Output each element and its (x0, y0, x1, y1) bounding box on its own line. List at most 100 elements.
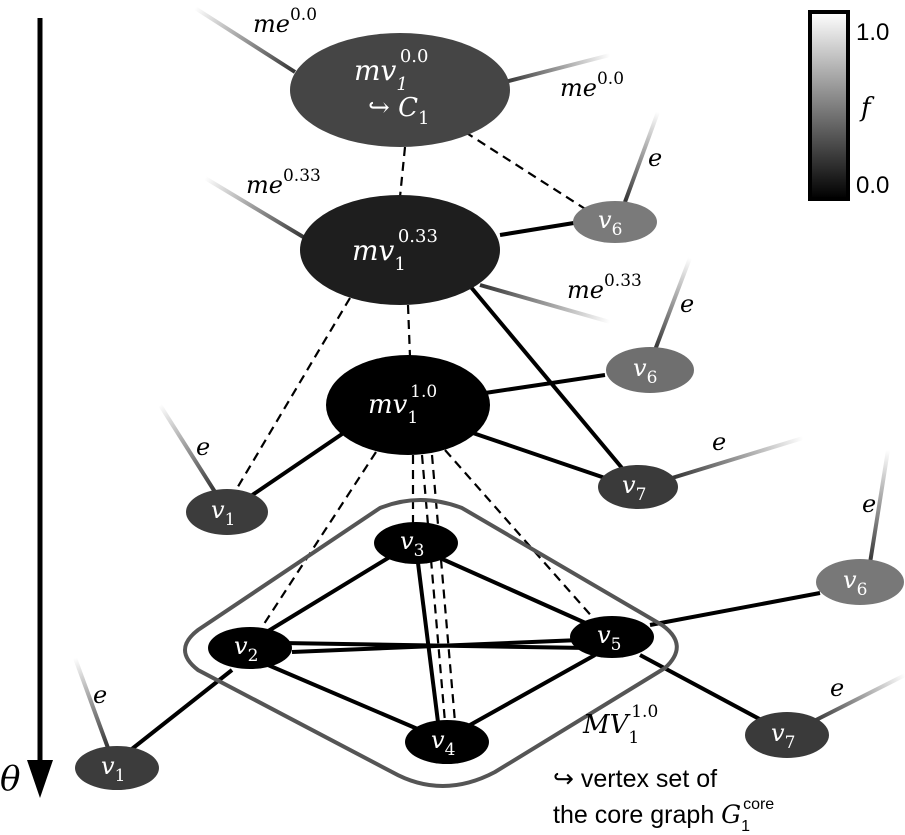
edge-v4-v5 (469, 653, 596, 727)
dashed-mv033-mv1 (406, 304, 412, 358)
edge-label-e-v1bot: e (93, 681, 107, 709)
edge-v2-v3 (263, 553, 395, 635)
edge-v5-v7bot (639, 653, 766, 724)
theta-axis-label: θ (0, 759, 20, 799)
vertex-v3[interactable]: v3 (374, 522, 458, 564)
edge-v3-v5 (439, 556, 591, 627)
stub-edge-me0-left (193, 6, 297, 74)
theta-axis: θ (0, 18, 53, 799)
edge-mv1-v6mid (484, 373, 606, 395)
dashed-mv1-v4b (430, 454, 457, 723)
meta-edge-label-me0-left: me0.0 (253, 5, 317, 38)
meta-vertex-mv033-label: mv10.33 (352, 226, 438, 275)
edge-mv1-v1mid (243, 430, 347, 502)
vertex-v4-label: v4 (431, 726, 455, 760)
vertex-v6-bot-label: v6 (843, 566, 867, 600)
vertex-v6-top-label: v6 (598, 206, 622, 240)
vertex-v1-mid-shape (186, 489, 268, 535)
edge-label-e-v6bot: e (862, 490, 876, 518)
stub-edge-v7-bot (811, 673, 905, 724)
meta-vertex-mv033-shape (300, 195, 500, 305)
vertex-v7-bot-shape (745, 712, 829, 758)
vertex-v3-shape (374, 522, 458, 564)
meta-vertex-mv0-label: mv10.0 (354, 46, 428, 95)
edge-v5-v6bot (649, 591, 821, 627)
colorbar-gradient (808, 10, 850, 201)
vertex-v6-mid[interactable]: v6 (606, 347, 694, 393)
edge-label-e-v6mid: e (680, 290, 694, 318)
vertex-v7-bot-label: v7 (771, 719, 795, 753)
vertex-v1-bot-label: v1 (101, 752, 125, 786)
vertex-v6-mid-shape (606, 347, 694, 393)
colorbar-max-label: 1.0 (856, 19, 889, 46)
meta-vertex-mv033[interactable]: mv10.33 (300, 195, 500, 305)
edge-v3-v4 (416, 562, 440, 723)
edge-label-e-v6top: e (648, 144, 662, 172)
edge-v2-v4 (267, 663, 421, 732)
core-set-title: MV11.0 (582, 702, 658, 748)
stub-edges (73, 6, 905, 749)
stub-edge-v1-mid (158, 403, 217, 494)
vertex-v6-mid-label: v6 (633, 354, 657, 388)
meta-edge-label-me0-right: me0.0 (560, 69, 624, 102)
colorbar-variable-label: f (859, 93, 875, 123)
edge-label-e-v1mid: e (196, 433, 210, 461)
vertex-v5-shape (570, 616, 654, 658)
vertex-v3-label: v3 (400, 527, 424, 561)
vertex-v1-mid[interactable]: v1 (186, 489, 268, 535)
vertex-v4[interactable]: v4 (405, 720, 489, 764)
vertex-v1-mid-label: v1 (211, 496, 235, 530)
dashed-links (232, 131, 596, 723)
meta-vertex-mv1-label: mv11.0 (368, 382, 437, 428)
core-set-label: MV11.0 ↪ vertex set of the core graph G1… (553, 702, 774, 835)
vertex-v6-bot-shape (816, 559, 904, 605)
meta-vertex-mv1[interactable]: mv11.0 (326, 355, 490, 455)
solid-edges (126, 220, 821, 754)
colorbar: 1.0 f 0.0 (808, 10, 889, 201)
edge-v2-v5-cross (281, 641, 589, 650)
stub-edge-v6-bot (868, 449, 890, 564)
vertex-v2-label: v2 (234, 632, 258, 666)
stub-edge-me033-right (479, 283, 611, 324)
stub-edge-v7-mid (671, 436, 804, 480)
dashed-mv0-v6top (464, 131, 591, 213)
edge-v2-v1bot (126, 668, 234, 754)
core-set-description-line2: the core graph G1core (553, 796, 774, 835)
core-set-description-line1: ↪ vertex set of (553, 765, 717, 793)
edge-label-e-v7bot: e (830, 674, 844, 702)
vertex-v7-bot[interactable]: v7 (745, 712, 829, 758)
stub-edge-me0-right (504, 53, 611, 84)
edge-label-e-v7mid: e (712, 428, 726, 456)
vertex-v2[interactable]: v2 (208, 627, 292, 669)
dashed-mv1-v5 (444, 449, 596, 621)
vertex-v1-bot-shape (75, 746, 159, 790)
vertex-v2-shape (208, 627, 292, 669)
core-set-boundary (183, 498, 679, 788)
edge-mv1-v7mid (469, 430, 606, 480)
dashed-mv1-v2 (261, 451, 377, 628)
stub-edge-v1-bot (73, 657, 110, 749)
meta-edge-label-me033-left: me0.33 (246, 166, 321, 199)
edge-mv033-v7mid (463, 278, 624, 470)
dashed-mv033-v1mid (232, 297, 351, 496)
stub-edge-v6-top (623, 111, 660, 203)
vertex-v7-mid[interactable]: v7 (598, 465, 678, 509)
meta-vertex-mv0-shape (290, 33, 510, 147)
vertex-v6-top[interactable]: v6 (573, 201, 657, 243)
vertex-v1-bot[interactable]: v1 (75, 746, 159, 790)
dashed-mv0-mv033 (398, 146, 407, 198)
meta-vertex-mv1-shape (326, 355, 490, 455)
meta-vertex-mv0-mapsto: ↪ C1 (368, 93, 429, 129)
vertex-v7-mid-shape (598, 465, 678, 509)
vertex-v6-bot[interactable]: v6 (816, 559, 904, 605)
vertex-v5[interactable]: v5 (570, 616, 654, 658)
meta-vertex-mv0[interactable]: mv10.0 ↪ C1 (290, 33, 510, 147)
stub-edge-me033-left (203, 176, 307, 240)
vertex-v5-label: v5 (597, 621, 621, 655)
colorbar-min-label: 0.0 (856, 172, 889, 199)
vertex-v7-mid-label: v7 (622, 471, 646, 505)
stub-edge-v6-mid (653, 257, 692, 351)
vertex-v4-shape (405, 720, 489, 764)
theta-axis-arrowhead (27, 760, 53, 798)
